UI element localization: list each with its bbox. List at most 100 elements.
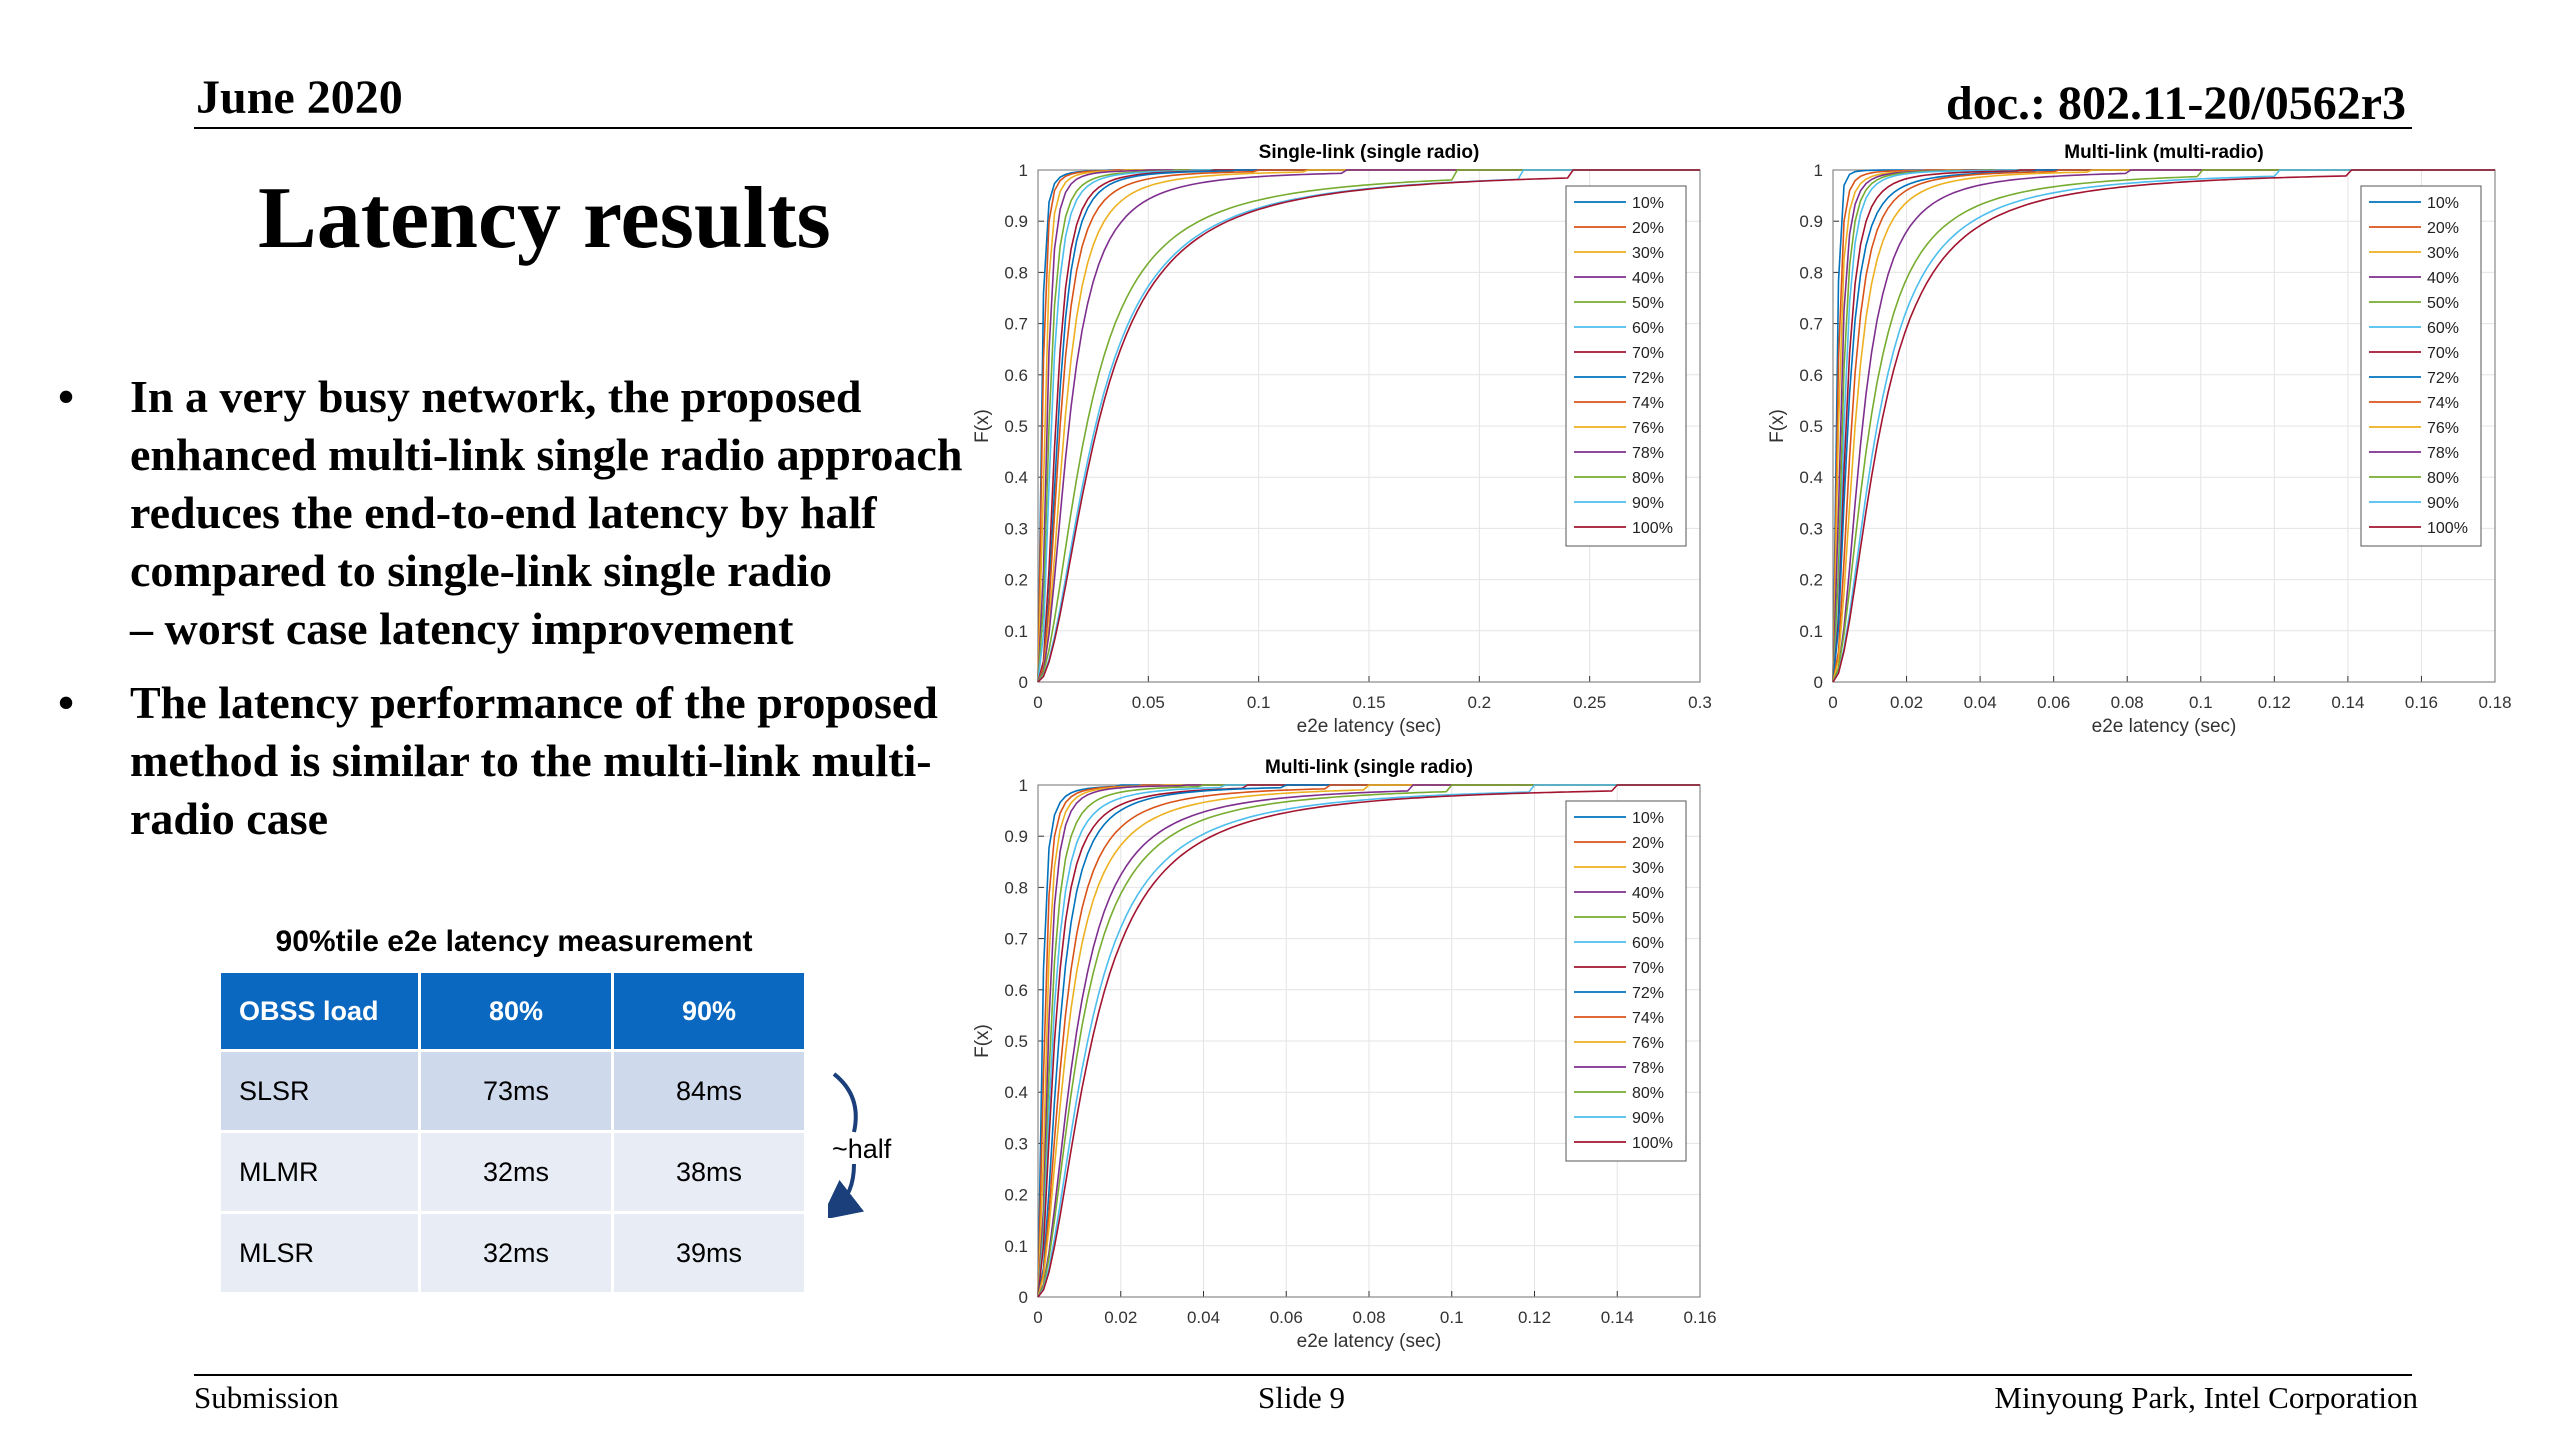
legend-label: 76% [2427, 420, 2459, 437]
table-cell: 39ms [611, 1211, 807, 1295]
x-tick-label: 0.18 [2478, 693, 2511, 712]
series-line-100pct [1832, 169, 2495, 683]
x-tick-label: 0.14 [1601, 1308, 1634, 1327]
legend-label: 72% [1632, 370, 1664, 387]
x-tick-label: 0.04 [1964, 693, 1997, 712]
legend-label: 80% [1632, 1085, 1664, 1102]
x-tick-label: 0.16 [2405, 693, 2438, 712]
legend-label: 20% [1632, 835, 1664, 852]
x-tick-label: 0.15 [1352, 693, 1385, 712]
legend-label: 100% [1632, 1135, 1673, 1152]
header-rule [194, 127, 2412, 129]
chart-multi-link-single-radio: Multi-link (single radio) 0 0.02 0.04 0.06 0.… [972, 757, 1717, 1352]
bullet-item: • In a very busy network, the proposed e… [52, 368, 972, 658]
x-tick-label: 0.02 [1104, 1308, 1137, 1327]
y-tick-label: 0.4 [1004, 1083, 1028, 1102]
y-tick-label: 0 [1019, 1288, 1028, 1307]
x-tick-label: 0 [1033, 693, 1042, 712]
x-axis-label: e2e latency (sec) [2092, 716, 2237, 737]
x-tick-label: 0.1 [2189, 693, 2213, 712]
footer-slide-number: Slide 9 [1258, 1380, 1345, 1415]
legend-label: 74% [1632, 395, 1664, 412]
legend-label: 20% [2427, 220, 2459, 237]
legend-label: 30% [2427, 245, 2459, 262]
half-annotation: ~half [828, 1072, 892, 1218]
table-caption: 90%tile e2e latency measurement [275, 925, 753, 958]
table-header-row: OBSS load 80% 90% [218, 970, 807, 1052]
chart-title: Single-link (single radio) [1259, 142, 1480, 163]
legend-label: 40% [1632, 885, 1664, 902]
legend-label: 40% [2427, 270, 2459, 287]
legend-label: 72% [2427, 370, 2459, 387]
legend-label: 72% [1632, 985, 1664, 1002]
legend-label: 10% [2427, 195, 2459, 212]
y-tick-label: 0.6 [1799, 366, 1823, 385]
legend-box [1565, 185, 1687, 547]
x-tick-label: 0.16 [1683, 1308, 1716, 1327]
table-cell: 38ms [611, 1130, 807, 1214]
legend-label: 90% [2427, 495, 2459, 512]
y-axis-label: F(x) [1767, 409, 1788, 443]
header-doc-id: doc.: 802.11-20/0562r3 [1946, 77, 2406, 130]
y-tick-label: 0.9 [1004, 827, 1028, 846]
y-tick-label: 0.3 [1004, 519, 1028, 538]
table-cell: 32ms [418, 1130, 614, 1214]
latency-table: OBSS load 80% 90% SLSR 73ms 84ms MLMR 32… [218, 970, 807, 1295]
chart-title: Multi-link (single radio) [1265, 757, 1473, 778]
y-tick-label: 0.8 [1799, 263, 1823, 282]
table-header-cell: OBSS load [218, 970, 421, 1052]
legend-label: 20% [1632, 220, 1664, 237]
legend-label: 78% [2427, 445, 2459, 462]
y-tick-label: 0.6 [1004, 981, 1028, 1000]
x-tick-label: 0.1 [1440, 1308, 1464, 1327]
y-tick-label: 0.6 [1004, 366, 1028, 385]
x-tick-label: 0.12 [2258, 693, 2291, 712]
table-row: SLSR 73ms 84ms [218, 1049, 807, 1133]
legend-label: 74% [2427, 395, 2459, 412]
x-tick-label: 0.1 [1247, 693, 1271, 712]
y-tick-label: 0.7 [1004, 315, 1028, 334]
table-cell: 32ms [418, 1211, 614, 1295]
legend-label: 80% [1632, 470, 1664, 487]
chart-multi-link-multi-radio: Multi-link (multi-radio) 0 0.02 0.04 0.06 0.0… [1767, 142, 2512, 737]
table-cell: MLSR [218, 1211, 421, 1295]
legend-label: 70% [1632, 345, 1664, 362]
table-row: MLMR 32ms 38ms [218, 1130, 807, 1214]
y-tick-label: 0.1 [1799, 622, 1823, 641]
y-tick-label: 0.9 [1004, 212, 1028, 231]
x-axis-label: e2e latency (sec) [1297, 716, 1442, 737]
y-tick-label: 0.5 [1799, 417, 1823, 436]
y-tick-label: 0.8 [1004, 263, 1028, 282]
x-tick-label: 0.02 [1890, 693, 1923, 712]
chart-single-link-single-radio: Single-link (single radio) 0 0.05 0.1 0.15 0.… [972, 142, 1712, 737]
y-axis-label: F(x) [972, 1024, 993, 1058]
legend-label: 50% [1632, 295, 1664, 312]
y-tick-label: 0.9 [1799, 212, 1823, 231]
legend-label: 60% [1632, 320, 1664, 337]
table-cell: SLSR [218, 1049, 421, 1133]
y-tick-label: 0.3 [1799, 519, 1823, 538]
chart-title: Multi-link (multi-radio) [2064, 142, 2263, 163]
legend-label: 30% [1632, 860, 1664, 877]
header-date: June 2020 [196, 71, 403, 124]
y-tick-label: 0.1 [1004, 1237, 1028, 1256]
x-tick-label: 0.3 [1688, 693, 1712, 712]
table-cell: 73ms [418, 1049, 614, 1133]
legend-label: 78% [1632, 445, 1664, 462]
bullet-text: In a very busy network, the proposed enh… [130, 371, 963, 596]
table-row: MLSR 32ms 39ms [218, 1211, 807, 1295]
bullet-list: • In a very busy network, the proposed e… [52, 368, 972, 864]
x-axis-label: e2e latency (sec) [1297, 1331, 1442, 1352]
y-tick-label: 0.7 [1004, 930, 1028, 949]
y-tick-label: 1 [1019, 776, 1028, 795]
x-tick-label: 0.04 [1187, 1308, 1220, 1327]
y-tick-label: 0.3 [1004, 1134, 1028, 1153]
y-tick-label: 0.8 [1004, 878, 1028, 897]
footer-rule [194, 1374, 2412, 1376]
y-tick-label: 0.2 [1799, 571, 1823, 590]
legend-label: 100% [1632, 520, 1673, 537]
down-arrow-icon [828, 1163, 865, 1218]
y-tick-label: 0.1 [1004, 622, 1028, 641]
legend-label: 76% [1632, 420, 1664, 437]
legend-label: 76% [1632, 1035, 1664, 1052]
